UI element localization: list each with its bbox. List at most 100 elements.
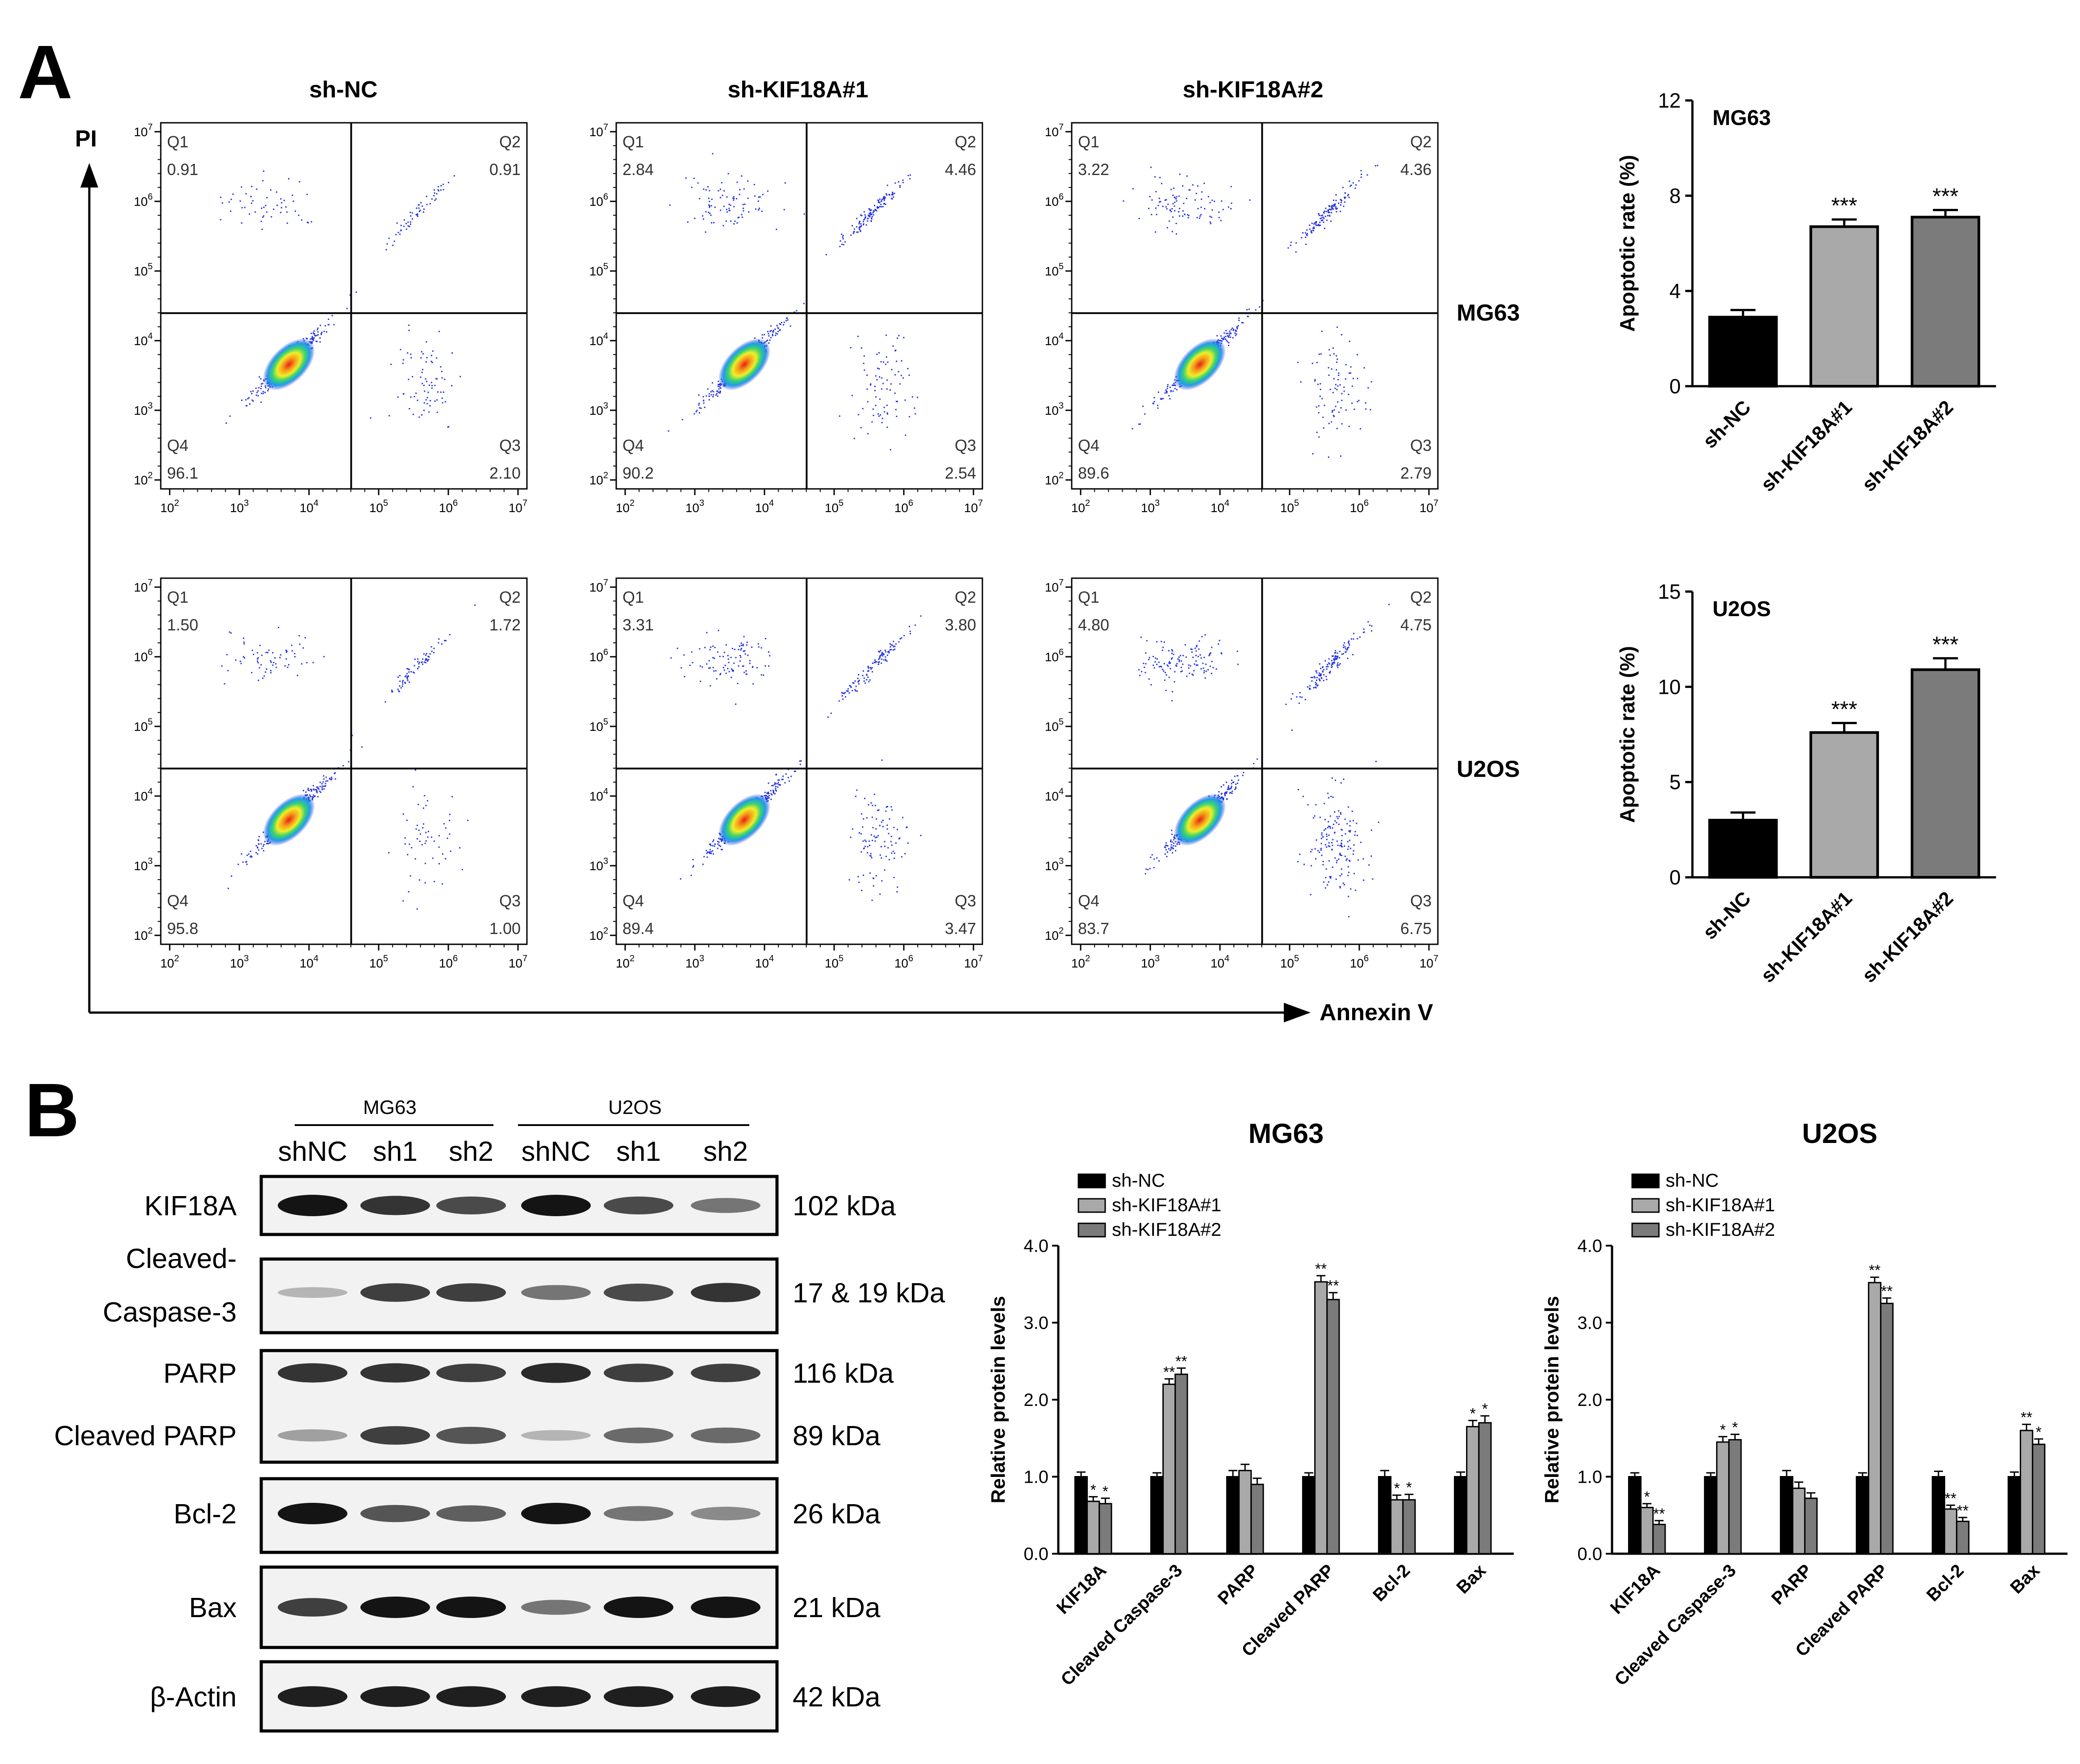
blot-lane-label: shNC [521,1136,590,1167]
blot-lane-label: sh2 [449,1136,493,1167]
flow-x-tick: 107 [964,498,983,515]
blot-band [604,1284,673,1301]
blot-band [604,1686,673,1707]
legend-label: sh-KIF18A#1 [1112,1194,1221,1215]
protein-chart-mg63: MG63 0.0 1.0 2.0 3.0 4.0 Relative protein leve… [987,1118,1514,1689]
quadrant-name-q4: Q4 [1078,892,1099,910]
bar-sh-NC [1708,316,1778,388]
flow-cloud-q3 [388,769,469,910]
flow-x-tick: 104 [755,954,774,970]
flow-y-tick: 107 [134,122,153,139]
flow-plot-frame [1071,577,1439,945]
blot-lane-label: sh1 [616,1136,661,1167]
flow-y-tick: 104 [134,787,153,803]
bar-sh-NC [1378,1476,1392,1555]
bar-sh-KIF18A#2 [1250,1484,1264,1555]
quadrant-value-q4: 83.7 [1078,919,1109,938]
bar-sh-NC [1708,819,1778,879]
x-tick-label: sh-NC [1699,396,1755,452]
quadrant-name-q3: Q3 [955,436,976,455]
bar-sh-NC [1628,1476,1642,1555]
bar-sh-KIF18A#1 [1390,1499,1404,1555]
quadrant-name-q4: Q4 [167,892,188,910]
bar-sh-KIF18A#1 [1640,1507,1654,1555]
bar-sh-KIF18A#2 [1652,1523,1666,1555]
flow-y-tick: 107 [1045,122,1064,139]
quadrant-value-q2: 3.80 [945,616,976,634]
flow-global-axes [80,163,1311,1022]
blot-protein-label: PARP [163,1358,237,1389]
flow-plot-frame [1071,122,1439,490]
bar-sh-KIF18A#2 [1728,1439,1742,1555]
quadrant-name-q3: Q3 [1410,436,1432,455]
significance-mark: *** [1831,193,1857,218]
flow-plot-mg63-2: Q1 2.84 Q2 4.46 Q3 2.54 Q4 90.2 102 103 104 105 106 1… [589,122,983,515]
blot-band [360,1363,430,1383]
quadrant-name-q4: Q4 [622,436,644,455]
flow-x-tick: 106 [439,498,458,515]
bar-sh-KIF18A#2 [1174,1373,1188,1555]
blot-band [360,1505,430,1522]
quadrant-name-q1: Q1 [167,588,188,606]
blot-band [278,1287,347,1298]
flow-y-tick: 103 [1045,856,1064,873]
flow-x-tick: 106 [894,498,913,515]
bar-sh-KIF18A#2 [1402,1499,1416,1555]
quadrant-name-q1: Q1 [1078,588,1099,606]
significance-mark: ** [1175,1353,1187,1370]
flow-y-tick: 106 [589,647,608,664]
blot-band [278,1195,347,1216]
flow-x-tick: 105 [1280,498,1299,515]
flow-x-tick: 107 [1420,498,1438,515]
flow-plot-frame [615,577,983,945]
blot-band [521,1686,591,1707]
blot-membrane-6: β-Actin 42 kDa [150,1660,881,1733]
flow-x-tick: 102 [160,498,179,515]
blot-mw-label: 102 kDa [793,1191,896,1222]
apoptosis-chart-u2os: 0 5 10 15 U2OS Apoptotic rate (%) sh-NC *** sh-K… [1616,580,1996,987]
blot-band [691,1506,760,1521]
quadrant-value-q4: 95.8 [167,919,198,938]
flow-x-tick: 105 [825,498,844,515]
bar-sh-KIF18A#2 [1956,1521,1970,1555]
flow-plot-u2os-1: Q1 1.50 Q2 1.72 Q3 1.00 Q4 95.8 102 103 104 105 106 1… [134,577,528,970]
bar-sh-KIF18A#2 [1804,1497,1818,1555]
flow-y-tick: 106 [134,647,153,664]
blot-band [436,1364,506,1382]
significance-mark: ** [1869,1262,1880,1279]
flow-y-tick: 103 [589,856,608,873]
flow-x-tick: 102 [616,954,635,970]
y-tick-label: 1.0 [1577,1468,1602,1487]
blot-lane-label: sh2 [703,1136,748,1167]
quadrant-name-q2: Q2 [499,133,521,151]
bar-sh-KIF18A#1 [1466,1426,1480,1555]
blot-mw-label: 26 kDa [793,1499,881,1530]
blot-mw-label: 116 kDa [793,1358,894,1389]
quadrant-value-q4: 90.2 [622,464,654,482]
y-axis-label: Apoptotic rate (%) [1616,646,1639,823]
flow-cloud-q2 [385,175,455,250]
quadrant-name-q2: Q2 [1410,133,1432,151]
blot-protein-label: Caspase-3 [103,1297,237,1328]
legend-swatch [1631,1198,1660,1213]
flow-y-tick: 102 [589,926,608,942]
flow-y-tick: 104 [1045,331,1064,348]
blot-band [360,1597,430,1618]
blot-mw-label: 21 kDa [793,1593,881,1623]
blot-band [436,1686,506,1707]
blot-band [604,1364,673,1382]
flow-y-tick: 105 [1045,262,1064,278]
bar-sh-KIF18A#1 [1314,1281,1328,1555]
bar-sh-KIF18A#1 [1086,1501,1100,1555]
quadrant-value-q3: 2.79 [1400,464,1432,482]
quadrant-name-q3: Q3 [499,436,521,455]
flow-y-tick: 103 [1045,401,1064,417]
flow-row-label-mg63: MG63 [1457,300,1520,326]
flow-x-tick: 106 [1350,954,1369,970]
bar-sh-KIF18A#2 [2032,1443,2046,1555]
flow-density-core [718,793,771,846]
blot-band [436,1197,506,1214]
legend-label: sh-KIF18A#2 [1112,1219,1221,1240]
significance-mark: * [1470,1405,1476,1422]
quadrant-name-q4: Q4 [1078,436,1099,455]
